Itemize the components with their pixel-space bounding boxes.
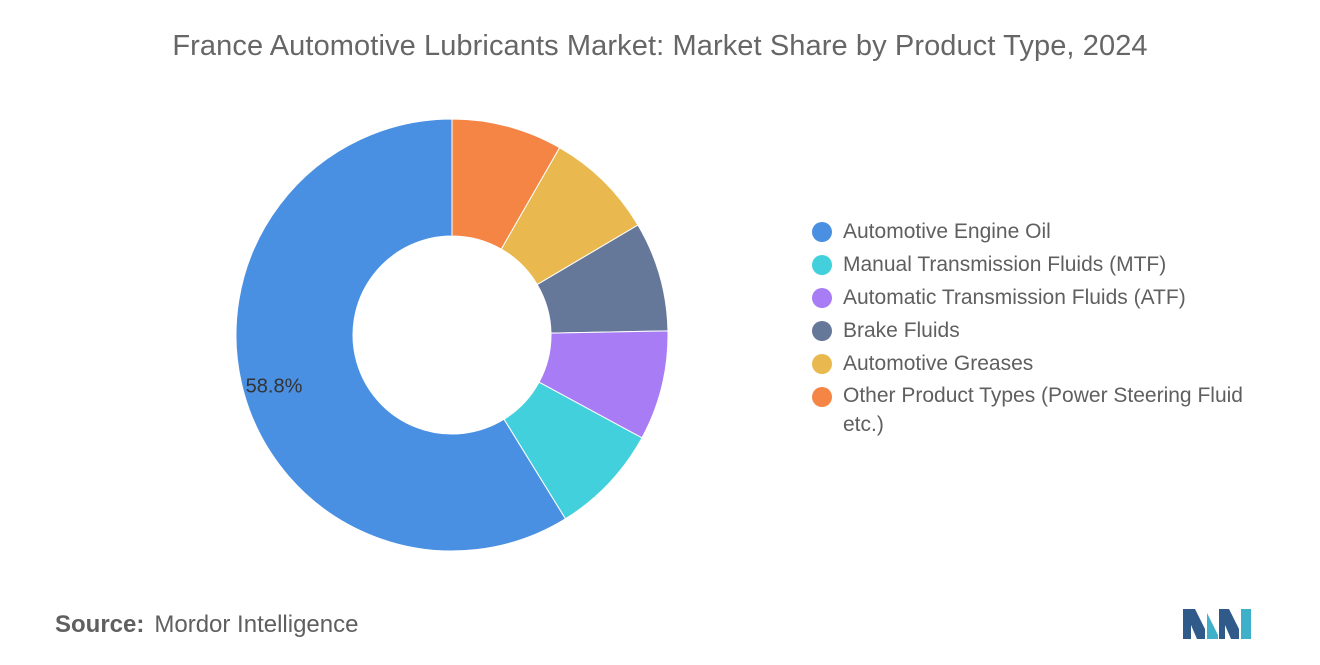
- legend-swatch: [812, 354, 832, 374]
- legend-swatch: [812, 387, 832, 407]
- legend-swatch: [812, 321, 832, 341]
- legend-label: Manual Transmission Fluids (MTF): [843, 253, 1167, 276]
- mordor-intelligence-logo: [1183, 609, 1251, 639]
- legend-item: Automatic Transmission Fluids (ATF): [812, 282, 1292, 314]
- source-note: Source: Mordor Intelligence: [55, 611, 358, 639]
- source-label: Source:: [55, 611, 145, 638]
- legend-item: Automotive Greases: [812, 348, 1292, 380]
- legend-label: Automotive Greases: [843, 352, 1034, 375]
- chart-title: France Automotive Lubricants Market: Mar…: [172, 30, 1148, 62]
- legend-item: Other Product Types (Power Steering Flui…: [812, 381, 1292, 441]
- chart-legend: Automotive Engine Oil Manual Transmission…: [812, 216, 1292, 442]
- data-label: 58.8%: [246, 375, 303, 397]
- legend-item: Automotive Engine Oil: [812, 216, 1292, 248]
- legend-swatch: [812, 255, 832, 275]
- legend-item: Manual Transmission Fluids (MTF): [812, 249, 1292, 281]
- slice-automotive-engine-oil: [235, 118, 567, 552]
- legend-label: Automotive Engine Oil: [843, 220, 1051, 243]
- legend-label: Automatic Transmission Fluids (ATF): [843, 286, 1186, 309]
- source-value: Mordor Intelligence: [154, 611, 359, 638]
- legend-label: Other Product Types (Power Steering Flui…: [843, 384, 1243, 436]
- legend-label: Brake Fluids: [843, 319, 960, 342]
- legend-item: Brake Fluids: [812, 315, 1292, 347]
- legend-swatch: [812, 222, 832, 242]
- legend-swatch: [812, 288, 832, 308]
